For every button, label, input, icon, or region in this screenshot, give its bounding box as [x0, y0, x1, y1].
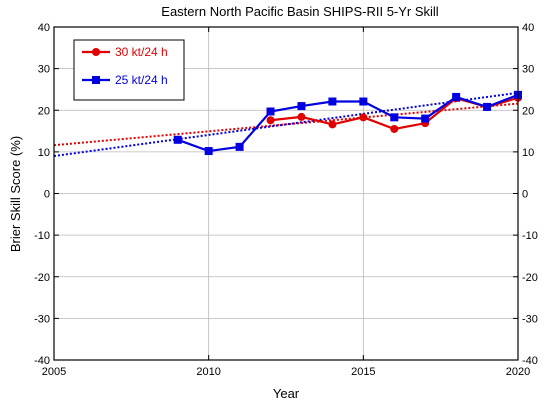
y-tick-label-left: 10 — [38, 147, 50, 159]
data-point — [390, 124, 399, 133]
data-point — [297, 102, 306, 111]
x-tick-label: 2015 — [351, 366, 375, 378]
y-tick-label-right: 10 — [522, 147, 534, 159]
y-axis-label: Brier Skill Score (%) — [8, 136, 23, 252]
data-point — [297, 112, 306, 121]
y-tick-label-right: 30 — [522, 64, 534, 76]
x-tick-label: 2005 — [42, 366, 66, 378]
y-tick-label-left: 0 — [44, 189, 50, 201]
y-tick-label-right: -30 — [522, 313, 538, 325]
y-tick-label-right: -40 — [522, 355, 538, 367]
data-point — [235, 142, 244, 151]
chart-title: Eastern North Pacific Basin SHIPS-RII 5-… — [161, 4, 439, 19]
x-tick-label: 2010 — [196, 366, 220, 378]
y-tick-label-left: 30 — [38, 64, 50, 76]
series-line — [177, 93, 519, 153]
data-point — [173, 135, 182, 144]
data-point — [204, 147, 213, 156]
x-tick-label: 2020 — [506, 366, 530, 378]
legend-box — [73, 39, 185, 101]
y-tick-label-left: -40 — [34, 355, 50, 367]
y-tick-label-right: 20 — [522, 105, 534, 117]
y-tick-label-left: -20 — [34, 272, 50, 284]
legend-marker — [92, 48, 100, 56]
series-lines — [177, 93, 519, 153]
y-tick-label-right: 0 — [522, 189, 528, 201]
legend: 30 kt/24 h 25 kt/24 h — [73, 39, 185, 101]
y-tick-label-right: 40 — [522, 22, 534, 34]
y-tick-label-right: -20 — [522, 272, 538, 284]
x-axis-label: Year — [273, 386, 300, 401]
legend-label: 30 kt/24 h — [115, 45, 168, 59]
data-point — [452, 92, 461, 101]
data-point — [266, 107, 275, 116]
data-point — [483, 102, 492, 111]
y-tick-label-right: -10 — [522, 230, 538, 242]
legend-marker — [92, 76, 100, 84]
data-point — [328, 97, 337, 106]
data-point — [359, 113, 368, 122]
legend-label: 25 kt/24 h — [115, 73, 168, 87]
y-tick-label-left: -30 — [34, 313, 50, 325]
data-point — [328, 120, 337, 129]
y-tick-label-left: 20 — [38, 105, 50, 117]
data-point — [390, 113, 399, 122]
y-tick-label-left: -10 — [34, 230, 50, 242]
y-tick-label-left: 40 — [38, 22, 50, 34]
data-point — [266, 116, 275, 125]
data-point — [359, 97, 368, 106]
grid — [54, 27, 518, 360]
data-point — [421, 114, 430, 123]
